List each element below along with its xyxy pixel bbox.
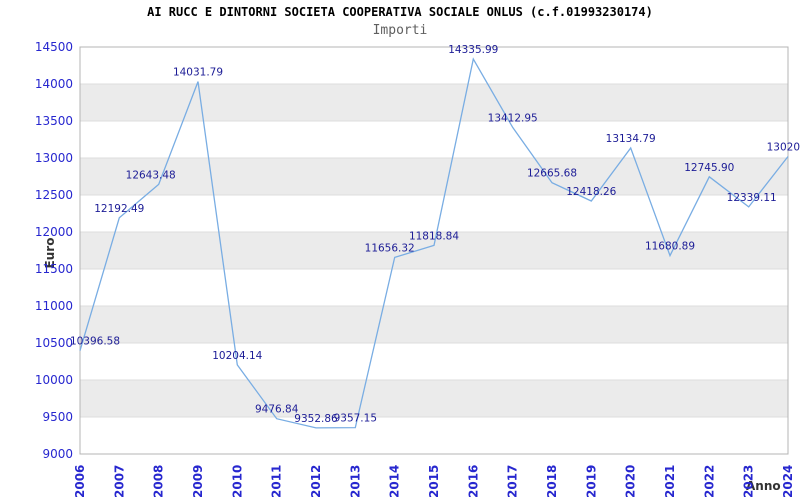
plot-border <box>79 46 789 455</box>
y-tick-label: 10500 <box>35 336 73 350</box>
plot-band <box>80 84 788 121</box>
data-point-label: 13020. <box>767 142 800 154</box>
chart-subtitle: Importi <box>372 23 428 38</box>
x-tick-label: 2024 <box>781 465 795 498</box>
data-point-label: 11680.89 <box>645 241 695 253</box>
data-point-label: 12643.48 <box>126 169 176 181</box>
plot-band <box>80 232 788 269</box>
y-tick-label: 10000 <box>35 373 73 387</box>
y-tick-label: 13500 <box>35 114 73 128</box>
x-axis-title: Anno <box>746 479 781 493</box>
data-point-label: 11656.32 <box>365 242 415 254</box>
x-tick-label: 2020 <box>624 465 638 498</box>
x-tick-label: 2010 <box>230 465 244 498</box>
plot-band <box>80 306 788 343</box>
y-tick-label: 11000 <box>35 299 73 313</box>
y-tick-label: 12500 <box>35 188 73 202</box>
data-point-label: 9352.86 <box>294 413 338 425</box>
data-point-label: 14031.79 <box>173 67 223 79</box>
x-tick-label: 2007 <box>112 465 126 498</box>
x-tick-label: 2018 <box>545 465 559 498</box>
data-point-label: 12192.49 <box>94 203 144 215</box>
data-point-label: 10204.14 <box>212 350 262 362</box>
x-tick-label: 2022 <box>702 465 716 498</box>
data-point-label: 13412.95 <box>488 112 538 124</box>
data-point-label: 14335.99 <box>448 44 498 56</box>
x-tick-label: 2011 <box>270 465 284 498</box>
data-point-label: 12745.90 <box>684 162 734 174</box>
y-tick-label: 9500 <box>42 410 73 424</box>
y-tick-label: 13000 <box>35 151 73 165</box>
data-point-label: 13134.79 <box>606 133 656 145</box>
data-point-label: 12418.26 <box>566 186 616 198</box>
x-tick-label: 2009 <box>191 465 205 498</box>
chart-title: AI RUCC E DINTORNI SOCIETA COOPERATIVA S… <box>147 5 653 19</box>
x-tick-label: 2008 <box>152 465 166 498</box>
y-tick-label: 9000 <box>42 447 73 461</box>
x-tick-label: 2017 <box>506 465 520 498</box>
data-point-label: 10396.58 <box>70 336 120 348</box>
x-tick-label: 2016 <box>466 465 480 498</box>
plot-band <box>80 158 788 195</box>
x-tick-label: 2015 <box>427 465 441 498</box>
x-tick-label: 2021 <box>663 465 677 498</box>
y-tick-label: 11500 <box>35 262 73 276</box>
x-tick-label: 2013 <box>348 465 362 498</box>
y-tick-label: 14000 <box>35 77 73 91</box>
x-tick-label: 2019 <box>584 465 598 498</box>
data-point-label: 9357.15 <box>334 413 377 425</box>
x-tick-label: 2012 <box>309 465 323 498</box>
data-point-label: 12665.68 <box>527 168 577 180</box>
data-point-label: 9476.84 <box>255 404 299 416</box>
data-point-label: 11818.84 <box>409 230 459 242</box>
trend-line <box>79 57 789 429</box>
x-tick-label: 2023 <box>742 465 756 498</box>
data-point-label: 12339.11 <box>727 192 777 204</box>
y-tick-label: 14500 <box>35 40 73 54</box>
y-tick-label: 12000 <box>35 225 73 239</box>
x-tick-label: 2014 <box>388 465 402 498</box>
plot-band <box>80 380 788 417</box>
x-tick-label: 2006 <box>73 465 87 498</box>
